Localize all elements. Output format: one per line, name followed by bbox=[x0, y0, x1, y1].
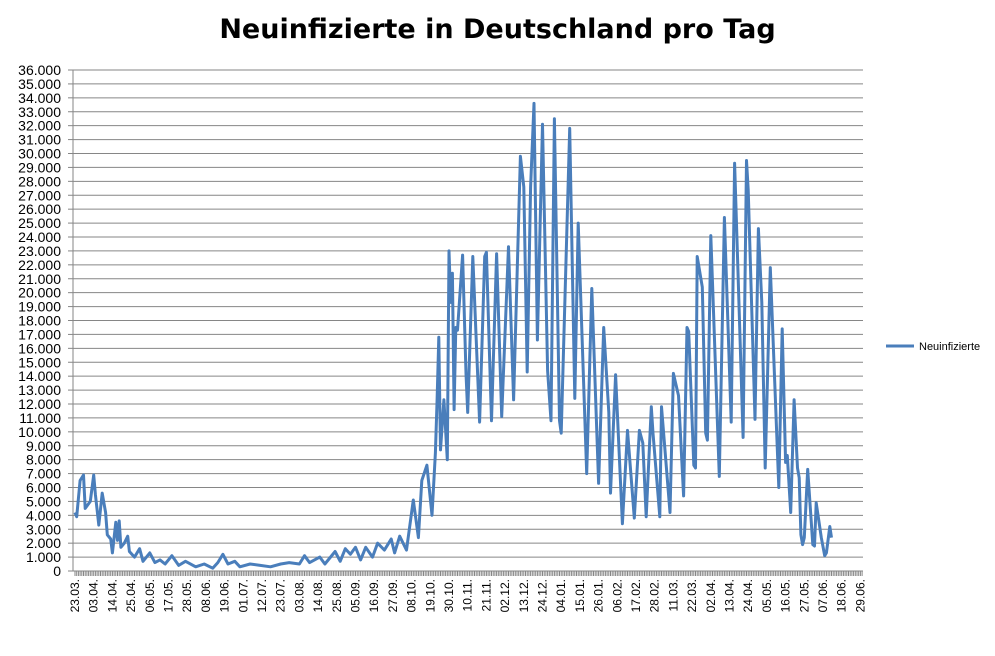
x-tick-label: 01.07. bbox=[236, 579, 250, 612]
y-tick-label: 28.000 bbox=[18, 173, 61, 189]
x-tick-label: 06.02. bbox=[610, 579, 624, 612]
y-tick-label: 10.000 bbox=[18, 424, 61, 440]
x-tick-label: 28.05. bbox=[180, 579, 194, 612]
y-tick-label: 2.000 bbox=[26, 535, 61, 551]
y-tick-label: 16.000 bbox=[18, 340, 61, 356]
y-tick-label: 4.000 bbox=[26, 507, 61, 523]
x-tick-label: 03.04. bbox=[87, 579, 101, 612]
x-tick-label: 24.12. bbox=[536, 579, 550, 612]
x-tick-label: 25.08. bbox=[330, 579, 344, 612]
y-tick-label: 21.000 bbox=[18, 271, 61, 287]
y-tick-label: 24.000 bbox=[18, 229, 61, 245]
y-tick-label: 25.000 bbox=[18, 215, 61, 231]
x-tick-label: 19.10. bbox=[423, 579, 437, 612]
x-tick-label: 22.03. bbox=[685, 579, 699, 612]
x-tick-label: 16.09. bbox=[367, 579, 381, 612]
y-tick-label: 8.000 bbox=[26, 452, 61, 468]
y-tick-label: 17.000 bbox=[18, 326, 61, 342]
x-tick-label: 06.05. bbox=[143, 579, 157, 612]
x-tick-label: 23.07. bbox=[274, 579, 288, 612]
y-tick-label: 0 bbox=[53, 563, 61, 579]
x-tick-label: 16.05. bbox=[779, 579, 793, 612]
y-tick-label: 12.000 bbox=[18, 396, 61, 412]
y-tick-label: 19.000 bbox=[18, 299, 61, 315]
series-line bbox=[73, 101, 833, 570]
x-tick-label: 17.05. bbox=[162, 579, 176, 612]
x-tick-label: 02.12. bbox=[498, 579, 512, 612]
y-tick-label: 22.000 bbox=[18, 257, 61, 273]
x-tick-label: 27.05. bbox=[797, 579, 811, 612]
x-tick-label: 13.12. bbox=[517, 579, 531, 612]
y-tick-label: 14.000 bbox=[18, 368, 61, 384]
x-tick-label: 30.10. bbox=[442, 579, 456, 612]
y-tick-label: 6.000 bbox=[26, 480, 61, 496]
y-tick-label: 35.000 bbox=[18, 76, 61, 92]
y-tick-label: 20.000 bbox=[18, 285, 61, 301]
x-tick-label: 18.06. bbox=[835, 579, 849, 612]
chart-title: Neuinfizierte in Deutschland pro Tag bbox=[219, 14, 776, 45]
y-tick-label: 36.000 bbox=[18, 62, 61, 78]
y-tick-label: 7.000 bbox=[26, 466, 61, 482]
x-tick-label: 29.06. bbox=[853, 579, 867, 612]
x-tick-label: 17.02. bbox=[629, 579, 643, 612]
x-tick-label: 04.01. bbox=[554, 579, 568, 612]
x-tick-label: 25.04. bbox=[124, 579, 138, 612]
y-tick-label: 32.000 bbox=[18, 118, 61, 134]
x-tick-label: 27.09. bbox=[386, 579, 400, 612]
x-tick-label: 19.06. bbox=[218, 579, 232, 612]
y-tick-label: 29.000 bbox=[18, 159, 61, 175]
x-tick-label: 23.03. bbox=[68, 579, 82, 612]
y-tick-label: 5.000 bbox=[26, 493, 61, 509]
y-tick-label: 9.000 bbox=[26, 438, 61, 454]
y-tick-label: 27.000 bbox=[18, 187, 61, 203]
x-tick-label: 03.08. bbox=[292, 579, 306, 612]
y-tick-label: 13.000 bbox=[18, 382, 61, 398]
y-tick-label: 1.000 bbox=[26, 549, 61, 565]
x-tick-label: 14.08. bbox=[311, 579, 325, 612]
y-tick-label: 34.000 bbox=[18, 90, 61, 106]
x-tick-label: 28.02. bbox=[648, 579, 662, 612]
x-tick-label: 15.01. bbox=[573, 579, 587, 612]
x-tick-label: 12.07. bbox=[255, 579, 269, 612]
y-tick-label: 26.000 bbox=[18, 201, 61, 217]
x-tick-label: 24.04. bbox=[741, 579, 755, 612]
x-tick-label: 08.06. bbox=[199, 579, 213, 612]
x-tick-label: 08.10. bbox=[405, 579, 419, 612]
y-tick-label: 18.000 bbox=[18, 313, 61, 329]
x-tick-label: 11.03. bbox=[666, 579, 680, 611]
x-tick-label: 13.04. bbox=[723, 579, 737, 612]
x-day-ticks bbox=[74, 571, 863, 576]
y-tick-label: 11.000 bbox=[19, 410, 61, 426]
y-tick-label: 33.000 bbox=[18, 104, 61, 120]
x-tick-label: 05.09. bbox=[349, 579, 363, 612]
x-tick-label: 26.01. bbox=[592, 579, 606, 612]
x-tick-label: 02.04. bbox=[704, 579, 718, 612]
y-tick-label: 31.000 bbox=[18, 132, 61, 148]
x-tick-label: 05.05. bbox=[760, 579, 774, 612]
x-tick-label: 07.06. bbox=[816, 579, 830, 612]
x-tick-label: 14.04. bbox=[105, 579, 119, 612]
y-tick-label: 30.000 bbox=[18, 146, 61, 162]
legend-label: Neuinfizierte bbox=[919, 341, 980, 353]
y-tick-label: 23.000 bbox=[18, 243, 61, 259]
y-tick-label: 15.000 bbox=[18, 354, 61, 370]
x-tick-label: 21.11. bbox=[479, 579, 493, 611]
y-tick-label: 3.000 bbox=[26, 521, 61, 537]
x-tick-label: 10.11. bbox=[461, 579, 475, 611]
